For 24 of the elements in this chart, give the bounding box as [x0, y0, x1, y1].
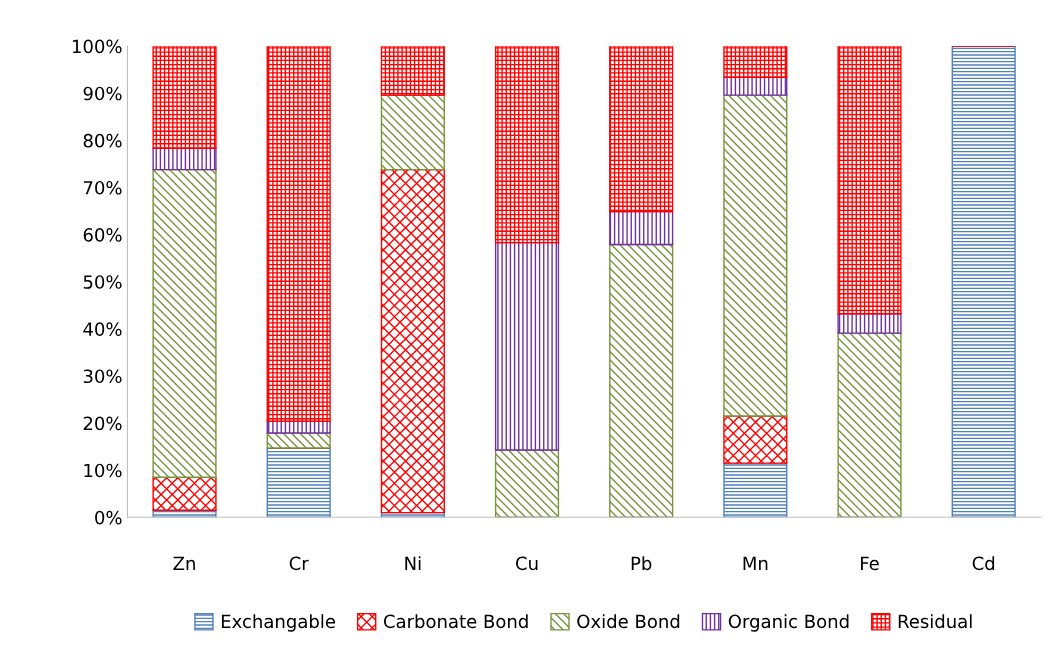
y-tick-label: 90%: [83, 86, 122, 101]
y-tick-label: 20%: [83, 416, 122, 431]
y-tick-label: 0%: [95, 510, 122, 525]
y-tick-label: 70%: [83, 180, 122, 195]
y-tick-label: 30%: [83, 369, 122, 384]
y-tick-label: 100%: [72, 39, 122, 54]
x-tick-label: Cd: [972, 556, 995, 571]
x-tick-label: Pb: [631, 556, 652, 571]
y-tick-label: 80%: [83, 133, 122, 148]
legend-label: Organic Bond: [728, 614, 849, 632]
y-tick-label: 60%: [83, 228, 122, 242]
legend-label: Carbonate Bond: [383, 614, 528, 629]
legend-label: Oxide Bond: [577, 614, 680, 629]
legend-label: Exchangable: [221, 614, 336, 632]
y-tick-label: 40%: [83, 322, 122, 336]
x-tick-label: Cu: [516, 556, 538, 571]
legend-label: Residual: [898, 614, 972, 629]
x-tick-label: Mn: [743, 556, 768, 570]
x-tick-label: Ni: [405, 556, 421, 570]
x-tick-label: Cr: [289, 556, 309, 571]
x-tick-label: Zn: [173, 556, 195, 570]
y-tick-label: 10%: [84, 463, 122, 478]
x-tick-label: Fe: [861, 556, 879, 571]
y-tick-label: 50%: [83, 275, 122, 289]
